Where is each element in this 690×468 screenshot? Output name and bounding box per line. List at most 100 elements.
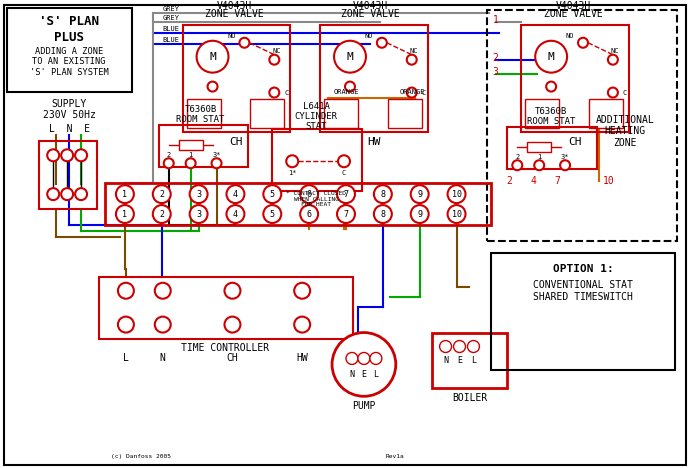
- Text: E: E: [457, 356, 462, 365]
- Circle shape: [224, 317, 240, 333]
- Text: 1: 1: [493, 15, 498, 25]
- Circle shape: [374, 185, 392, 203]
- Bar: [320, 25, 428, 132]
- Circle shape: [448, 205, 466, 223]
- Text: BOILER: BOILER: [452, 393, 487, 403]
- Text: 2: 2: [159, 190, 164, 198]
- Text: 8: 8: [380, 190, 385, 198]
- Text: 2: 2: [166, 152, 171, 158]
- Bar: [250, 99, 284, 128]
- Circle shape: [269, 55, 279, 65]
- Bar: [491, 253, 675, 370]
- Circle shape: [226, 185, 244, 203]
- Text: 6: 6: [306, 190, 312, 198]
- Text: N: N: [443, 356, 448, 365]
- Bar: [432, 333, 507, 388]
- Text: GREY: GREY: [163, 15, 180, 21]
- Circle shape: [286, 155, 298, 167]
- Text: ZONE VALVE: ZONE VALVE: [205, 9, 264, 19]
- Bar: [8, 8, 132, 92]
- Text: N: N: [160, 353, 166, 364]
- Text: 7: 7: [344, 190, 348, 198]
- Text: OPTION 1:: OPTION 1:: [553, 264, 613, 274]
- Text: 1: 1: [122, 190, 128, 198]
- Circle shape: [186, 158, 196, 168]
- Bar: [525, 99, 559, 128]
- Text: 3: 3: [196, 210, 201, 219]
- Text: NO: NO: [227, 33, 236, 39]
- Circle shape: [411, 185, 428, 203]
- Text: (c) Danfoss 2005: (c) Danfoss 2005: [111, 453, 171, 459]
- Text: M: M: [548, 51, 555, 62]
- Text: L641A: L641A: [303, 102, 330, 111]
- Circle shape: [212, 158, 221, 168]
- Circle shape: [269, 88, 279, 97]
- Text: 7: 7: [344, 210, 348, 219]
- Circle shape: [118, 317, 134, 333]
- Circle shape: [546, 81, 556, 92]
- Text: ORANGE: ORANGE: [400, 88, 425, 95]
- Circle shape: [61, 149, 73, 161]
- Text: M: M: [209, 51, 216, 62]
- Bar: [273, 129, 362, 191]
- Text: NO: NO: [566, 33, 574, 39]
- Text: 10: 10: [451, 190, 462, 198]
- Bar: [99, 277, 353, 338]
- Text: L: L: [471, 356, 476, 365]
- Circle shape: [239, 38, 249, 48]
- Text: V4043H: V4043H: [217, 1, 252, 11]
- Circle shape: [411, 205, 428, 223]
- Circle shape: [345, 81, 355, 92]
- Text: L  N  E: L N E: [48, 124, 90, 134]
- Text: 2: 2: [506, 176, 512, 186]
- Circle shape: [406, 88, 417, 97]
- Text: 10: 10: [603, 176, 615, 186]
- Text: 3: 3: [196, 190, 201, 198]
- Bar: [179, 140, 203, 150]
- Text: 9: 9: [417, 210, 422, 219]
- Circle shape: [370, 352, 382, 365]
- Text: CH: CH: [569, 137, 582, 147]
- Circle shape: [334, 41, 366, 73]
- Text: 8: 8: [380, 210, 385, 219]
- Text: 9: 9: [417, 190, 422, 198]
- Circle shape: [190, 205, 208, 223]
- Text: CONVENTIONAL STAT
SHARED TIMESWITCH: CONVENTIONAL STAT SHARED TIMESWITCH: [533, 280, 633, 301]
- Text: HW: HW: [296, 353, 308, 364]
- Text: C: C: [422, 89, 426, 95]
- Text: PUMP: PUMP: [352, 401, 375, 411]
- Circle shape: [164, 158, 174, 168]
- Circle shape: [337, 185, 355, 203]
- Circle shape: [440, 341, 451, 352]
- Text: V4043H: V4043H: [353, 1, 388, 11]
- Text: GREY: GREY: [163, 6, 180, 12]
- Text: NC: NC: [272, 48, 281, 54]
- Text: 6: 6: [306, 210, 312, 219]
- Circle shape: [224, 283, 240, 299]
- Text: ADDING A ZONE
TO AN EXISTING
'S' PLAN SYSTEM: ADDING A ZONE TO AN EXISTING 'S' PLAN SY…: [30, 47, 108, 77]
- Circle shape: [152, 185, 170, 203]
- Circle shape: [406, 55, 417, 65]
- Text: 2: 2: [493, 53, 498, 63]
- Text: Rev1a: Rev1a: [386, 453, 404, 459]
- Circle shape: [294, 283, 310, 299]
- Text: NC: NC: [409, 48, 418, 54]
- Circle shape: [116, 205, 134, 223]
- Text: 4: 4: [233, 190, 238, 198]
- Text: NC: NC: [611, 48, 619, 54]
- Circle shape: [75, 188, 87, 200]
- Bar: [527, 142, 551, 152]
- Text: PLUS: PLUS: [54, 31, 84, 44]
- Circle shape: [118, 283, 134, 299]
- Bar: [507, 127, 597, 169]
- Text: 2: 2: [515, 154, 520, 160]
- Circle shape: [294, 317, 310, 333]
- Text: STAT: STAT: [306, 122, 327, 131]
- Circle shape: [155, 317, 170, 333]
- Circle shape: [332, 333, 396, 396]
- Text: BLUE: BLUE: [163, 26, 180, 32]
- Circle shape: [264, 205, 282, 223]
- Bar: [105, 183, 491, 225]
- Text: E: E: [362, 370, 366, 379]
- Circle shape: [226, 205, 244, 223]
